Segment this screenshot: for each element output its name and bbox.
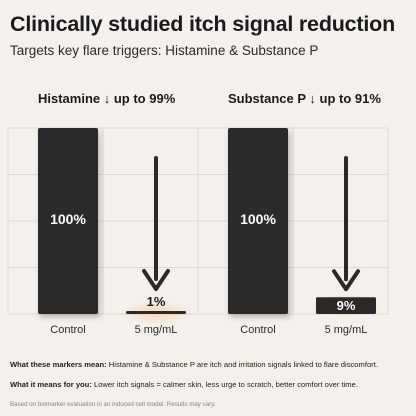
histamine-reduction-arrow-head bbox=[142, 269, 170, 291]
page-title: Clinically studied itch signal reduction bbox=[10, 12, 396, 36]
substance-p-reduction-arrow-head bbox=[332, 269, 360, 292]
benefit-note: What it means for you: Lower itch signal… bbox=[10, 380, 358, 389]
substance-p-category-label: Control bbox=[240, 324, 275, 336]
substance-p-chart-title: Substance P ↓ up to 91% bbox=[228, 91, 381, 106]
histamine-treated-bar bbox=[126, 311, 186, 314]
histamine-chart-title: Histamine ↓ up to 99% bbox=[38, 91, 176, 106]
substance-p-control-value-label: 100% bbox=[240, 211, 276, 227]
note-text: Lower itch signals = calmer skin, less u… bbox=[93, 380, 358, 389]
note-label: What these markers mean: bbox=[10, 360, 107, 369]
footnote: Based on biomarker evaluation in an indu… bbox=[10, 401, 216, 408]
substance-p-treated-value-label: 9% bbox=[337, 298, 356, 313]
note-text: Histamine & Substance P are itch and irr… bbox=[108, 360, 378, 369]
histamine-control-bar bbox=[38, 128, 98, 314]
histamine-category-label: 5 mg/mL bbox=[135, 324, 178, 336]
substance-p-control-bar bbox=[228, 128, 288, 314]
substance-p-treated-bar bbox=[316, 297, 376, 314]
substance-p-category-label: 5 mg/mL bbox=[325, 324, 368, 336]
histamine-category-label: Control bbox=[50, 324, 85, 336]
page-subtitle: Targets key flare triggers: Histamine & … bbox=[10, 43, 319, 58]
histamine-control-value-label: 100% bbox=[50, 211, 86, 227]
markers-meaning-note: What these markers mean: Histamine & Sub… bbox=[10, 360, 378, 369]
histamine-treated-value-label: 1% bbox=[147, 294, 166, 309]
note-label: What it means for you: bbox=[10, 380, 92, 389]
